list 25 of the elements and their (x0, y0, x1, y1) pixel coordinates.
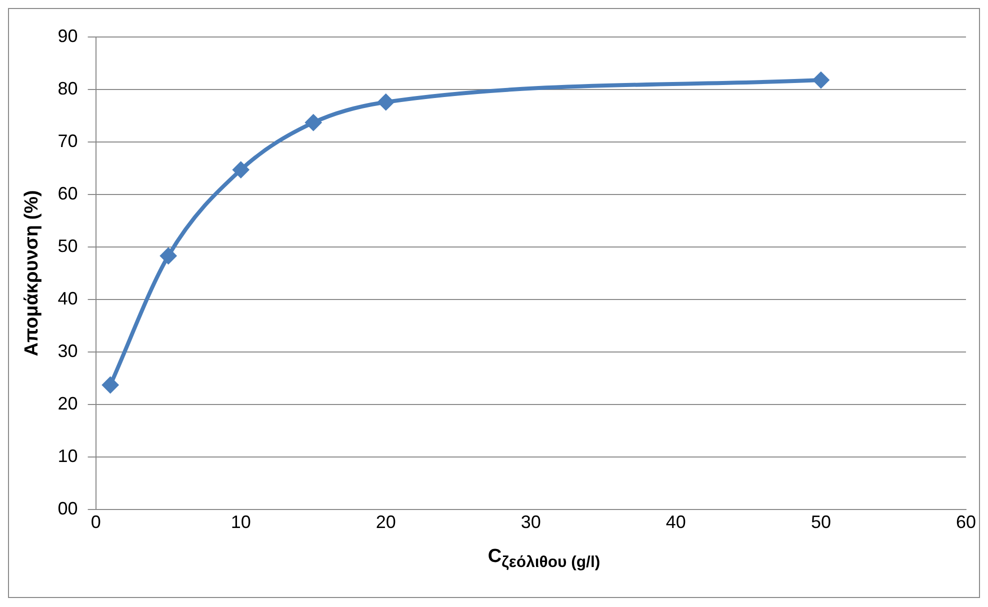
point (232, 161, 250, 178)
point (160, 247, 177, 264)
y-tick-label: 80 (58, 78, 78, 98)
y-tick-label: 00 (58, 498, 78, 518)
y-tick-label: 60 (58, 183, 78, 204)
point (304, 114, 322, 132)
x-tick-label: 20 (376, 512, 396, 532)
x-tick-label: 60 (956, 512, 976, 532)
y-axis-title: Απομάκρυνση (%) (22, 190, 43, 356)
y-tick-label: 10 (58, 446, 78, 466)
y-tick-label: 40 (58, 288, 78, 308)
x-tick-label: 30 (520, 512, 541, 532)
point (812, 72, 830, 89)
y-tick-label: 20 (58, 393, 78, 414)
point (102, 376, 119, 394)
point (377, 94, 394, 111)
y-tick-label: 50 (58, 236, 78, 256)
y-tick-label: 90 (58, 26, 78, 46)
x-axis-title: C$_{ζεόλιθου (g/l)}$ (488, 546, 600, 571)
x-tick-label: 50 (810, 512, 831, 532)
x-tick-label: 0 (90, 512, 101, 532)
y-tick-label: 70 (58, 130, 78, 151)
x-tick-label: 10 (230, 512, 251, 532)
y-tick-label: 30 (58, 340, 78, 361)
x-tick-label: 40 (666, 512, 686, 532)
